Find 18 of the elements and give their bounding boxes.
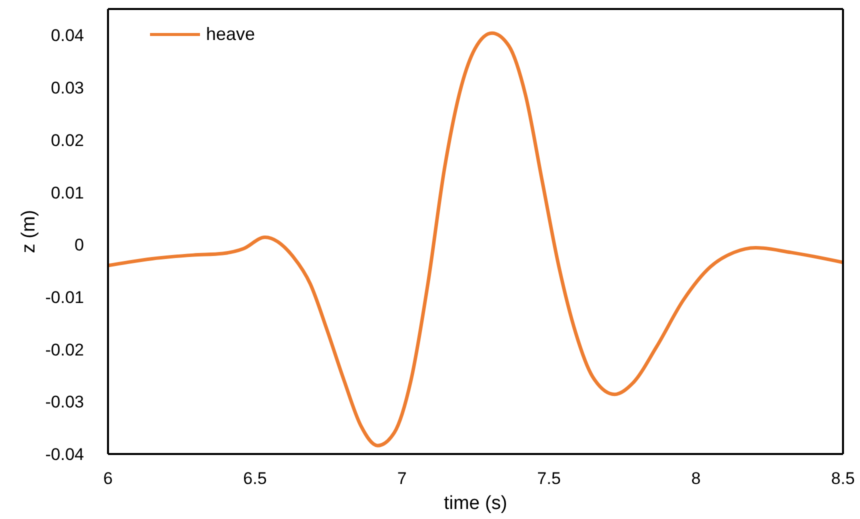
x-axis-title: time (s) [444,493,508,514]
y-tick-label: 0.03 [50,78,84,98]
y-tick-label: 0 [74,236,84,255]
y-tick-label: -0.02 [45,340,84,360]
y-tick-label: 0.04 [50,26,84,46]
y-tick-label: 0.02 [50,130,84,150]
x-tick-label: 6 [103,469,113,488]
y-tick-label: 0.01 [50,183,84,202]
y-tick-label: -0.04 [45,445,84,464]
y-tick-label: -0.01 [45,288,84,307]
x-tick-label: 6.5 [243,469,267,488]
y-axis-title: z (m) [18,210,40,254]
y-tick-label: -0.03 [45,392,84,412]
legend-label: heave [206,24,256,45]
x-tick-label: 7.5 [537,469,561,488]
x-tick-label: 8.5 [831,469,855,488]
x-tick-label: 7 [397,469,407,488]
x-tick-label: 8 [691,469,701,488]
